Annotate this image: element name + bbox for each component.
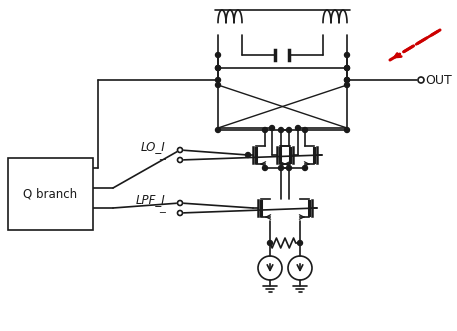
Circle shape (216, 66, 220, 71)
Bar (8, 158, 93, 230)
Circle shape (345, 82, 350, 87)
Circle shape (262, 166, 267, 170)
Circle shape (270, 125, 275, 130)
Text: LPF_I: LPF_I (135, 194, 165, 207)
Circle shape (296, 125, 301, 130)
Circle shape (177, 201, 182, 206)
Circle shape (418, 77, 424, 83)
Circle shape (303, 166, 308, 170)
Circle shape (287, 166, 292, 170)
Circle shape (298, 241, 303, 246)
Circle shape (267, 241, 272, 246)
Circle shape (216, 53, 220, 58)
Circle shape (303, 127, 308, 132)
Circle shape (345, 77, 350, 82)
Circle shape (278, 166, 283, 170)
Circle shape (216, 82, 220, 87)
Text: OUT: OUT (425, 73, 452, 86)
Circle shape (245, 153, 250, 158)
Circle shape (278, 127, 283, 132)
Text: ─: ─ (159, 155, 165, 165)
Circle shape (216, 127, 220, 132)
Circle shape (345, 66, 350, 71)
Circle shape (216, 66, 220, 71)
Text: ─: ─ (159, 208, 165, 218)
Circle shape (177, 211, 182, 215)
Circle shape (177, 148, 182, 153)
Circle shape (262, 127, 267, 132)
Circle shape (177, 158, 182, 163)
Circle shape (216, 77, 220, 82)
Circle shape (345, 53, 350, 58)
Circle shape (287, 127, 292, 132)
Circle shape (345, 127, 350, 132)
Text: Q branch: Q branch (23, 187, 78, 201)
Circle shape (345, 77, 350, 82)
Circle shape (345, 66, 350, 71)
Text: LO_I: LO_I (140, 140, 165, 154)
